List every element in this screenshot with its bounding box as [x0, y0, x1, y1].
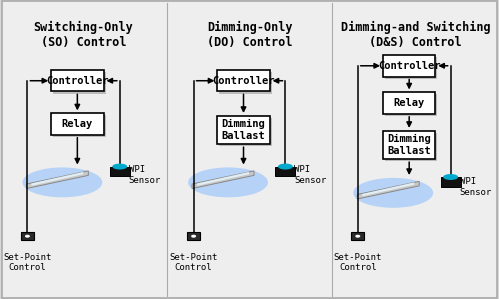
- Polygon shape: [357, 181, 419, 199]
- Polygon shape: [197, 172, 249, 186]
- FancyBboxPatch shape: [385, 57, 437, 79]
- FancyBboxPatch shape: [53, 72, 106, 94]
- Circle shape: [25, 235, 30, 238]
- Text: Set-Point
Control: Set-Point Control: [3, 253, 51, 272]
- Text: WPI
Sensor: WPI Sensor: [129, 165, 161, 184]
- Text: Set-Point
Control: Set-Point Control: [334, 253, 382, 272]
- Text: Dimming-and Switching
(D&S) Control: Dimming-and Switching (D&S) Control: [341, 21, 491, 49]
- Text: WPI
Sensor: WPI Sensor: [460, 177, 492, 196]
- Text: Controller: Controller: [378, 61, 441, 71]
- Text: Dimming
Ballast: Dimming Ballast: [222, 119, 265, 141]
- FancyBboxPatch shape: [219, 118, 271, 147]
- FancyBboxPatch shape: [218, 70, 269, 91]
- FancyBboxPatch shape: [51, 113, 104, 135]
- FancyBboxPatch shape: [385, 94, 437, 116]
- Ellipse shape: [188, 167, 268, 197]
- Text: Set-Point
Control: Set-Point Control: [170, 253, 218, 272]
- Ellipse shape: [278, 164, 293, 170]
- Text: Dimming-Only
(DO) Control: Dimming-Only (DO) Control: [207, 21, 292, 49]
- Bar: [275, 167, 295, 176]
- FancyBboxPatch shape: [53, 115, 106, 137]
- Polygon shape: [362, 182, 414, 196]
- Text: Relay: Relay: [394, 98, 425, 108]
- FancyBboxPatch shape: [51, 70, 104, 91]
- Bar: [21, 232, 34, 240]
- Text: Switching-Only
(SO) Control: Switching-Only (SO) Control: [33, 21, 133, 49]
- FancyBboxPatch shape: [218, 116, 269, 144]
- Text: Controller: Controller: [46, 76, 109, 86]
- FancyBboxPatch shape: [383, 55, 435, 77]
- FancyBboxPatch shape: [383, 92, 435, 114]
- Bar: [187, 232, 200, 240]
- Polygon shape: [31, 172, 83, 186]
- Circle shape: [355, 235, 360, 238]
- Bar: [351, 232, 364, 240]
- FancyBboxPatch shape: [383, 131, 435, 159]
- Bar: [441, 177, 461, 187]
- Polygon shape: [26, 171, 88, 189]
- Circle shape: [191, 235, 196, 238]
- Ellipse shape: [353, 178, 433, 208]
- Ellipse shape: [112, 164, 127, 170]
- Text: Dimming
Ballast: Dimming Ballast: [387, 134, 431, 156]
- Text: WPI
Sensor: WPI Sensor: [294, 165, 327, 184]
- Polygon shape: [192, 171, 254, 189]
- Ellipse shape: [22, 167, 102, 197]
- Ellipse shape: [443, 174, 458, 180]
- Text: Controller: Controller: [212, 76, 275, 86]
- FancyBboxPatch shape: [219, 72, 271, 94]
- Text: Relay: Relay: [62, 119, 93, 129]
- Bar: [110, 167, 130, 176]
- FancyBboxPatch shape: [385, 133, 437, 161]
